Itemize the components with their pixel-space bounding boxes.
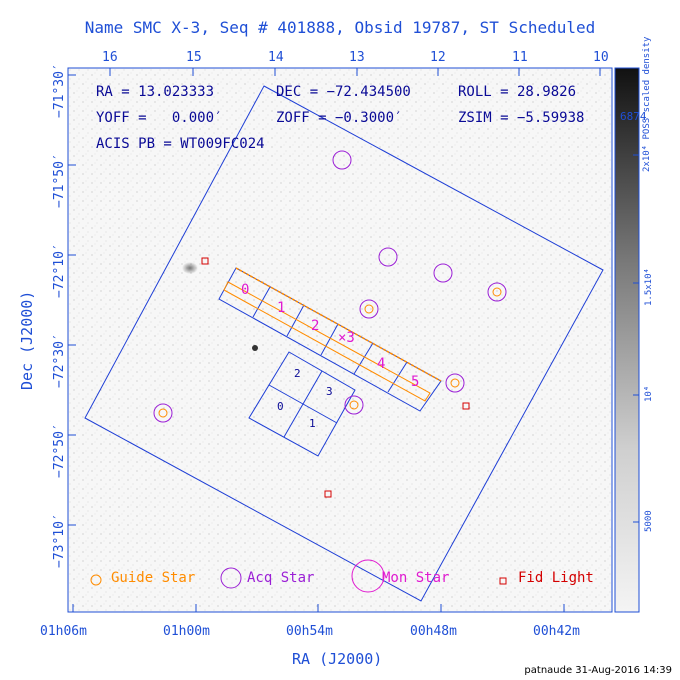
legend-fid-icon bbox=[499, 577, 507, 585]
bottom-tick-01h00m: 01h00m bbox=[163, 624, 210, 639]
acis-s-chip-0: 0 bbox=[241, 282, 250, 298]
plot-title: Name SMC X-3, Seq # 401888, Obsid 19787,… bbox=[84, 18, 596, 37]
legend-mon-icon bbox=[351, 559, 385, 593]
frame-ticks bbox=[68, 68, 601, 612]
acis-i-chip-1: 1 bbox=[309, 417, 316, 430]
legend-fid-label: Fid Light bbox=[518, 570, 594, 586]
acis-i-chips bbox=[248, 351, 356, 457]
colorbar-tick-1e4: 10⁴ bbox=[644, 385, 654, 402]
legend-acq-icon bbox=[220, 567, 242, 589]
plot-frame bbox=[67, 67, 613, 613]
acis-s-chip-3: ×3 bbox=[338, 330, 355, 346]
legend-guide-label: Guide Star bbox=[111, 570, 196, 586]
footer-credit: patnaude 31-Aug-2016 14:39 bbox=[524, 665, 672, 676]
top-tick-10: 10 bbox=[593, 50, 609, 65]
x-axis-title: RA (J2000) bbox=[292, 650, 383, 668]
acis-s-readout-region bbox=[223, 281, 431, 402]
acis-s-chip-1: 1 bbox=[277, 300, 286, 316]
sky-image bbox=[68, 68, 612, 612]
bottom-tick-00h42m: 00h42m bbox=[533, 624, 580, 639]
colorbar-tick-5000: 5000 bbox=[644, 510, 654, 532]
info-yoff: YOFF = 0.000′ bbox=[96, 110, 223, 126]
colorbar-frame bbox=[614, 67, 640, 613]
field-star bbox=[252, 345, 258, 351]
info-acis: ACIS PB = WT009FC024 bbox=[96, 136, 265, 152]
bright-galaxy bbox=[182, 262, 198, 274]
legend-guide-icon bbox=[90, 574, 102, 586]
legend-mon-label: Mon Star bbox=[382, 570, 450, 586]
acq-stars bbox=[153, 150, 507, 423]
legend-acq-label: Acq Star bbox=[247, 570, 315, 586]
info-roll: ROLL = 28.9826 bbox=[458, 84, 577, 100]
colorbar-ticks bbox=[633, 154, 639, 523]
bottom-tick-01h06m: 01h06m bbox=[40, 624, 87, 639]
acis-i-chip-3: 3 bbox=[326, 385, 333, 398]
top-tick-12: 12 bbox=[430, 50, 446, 65]
top-tick-16: 16 bbox=[102, 50, 118, 65]
bottom-tick-00h48m: 00h48m bbox=[410, 624, 457, 639]
info-ra: RA = 13.023333 bbox=[96, 84, 215, 100]
top-tick-11: 11 bbox=[512, 50, 528, 65]
fid-lights bbox=[201, 257, 470, 498]
info-dec: DEC = −72.434500 bbox=[276, 84, 411, 100]
field-of-view-box bbox=[84, 85, 604, 602]
colorbar bbox=[615, 68, 639, 612]
acis-s-chip-2: 2 bbox=[311, 318, 320, 334]
top-tick-14: 14 bbox=[268, 50, 284, 65]
acis-i-chip-2: 2 bbox=[294, 367, 301, 380]
guide-stars bbox=[158, 287, 502, 418]
top-tick-13: 13 bbox=[349, 50, 365, 65]
acis-i-chip-0: 0 bbox=[277, 400, 284, 413]
acis-s-chip-5: 5 bbox=[411, 374, 420, 390]
bottom-tick-00h54m: 00h54m bbox=[286, 624, 333, 639]
colorbar-tick-1-5e4: 1.5x10⁴ bbox=[644, 268, 654, 306]
acis-s-top-edge bbox=[235, 267, 442, 382]
acis-s-chip-4: 4 bbox=[377, 356, 386, 372]
top-tick-15: 15 bbox=[186, 50, 202, 65]
colorbar-title: 2x10⁴ POSS scaled density bbox=[642, 36, 652, 172]
colorbar-edge-text: 6874 bbox=[620, 110, 647, 123]
info-zsim: ZSIM = −5.59938 bbox=[458, 110, 585, 126]
info-zoff: ZOFF = −0.3000′ bbox=[276, 110, 403, 126]
